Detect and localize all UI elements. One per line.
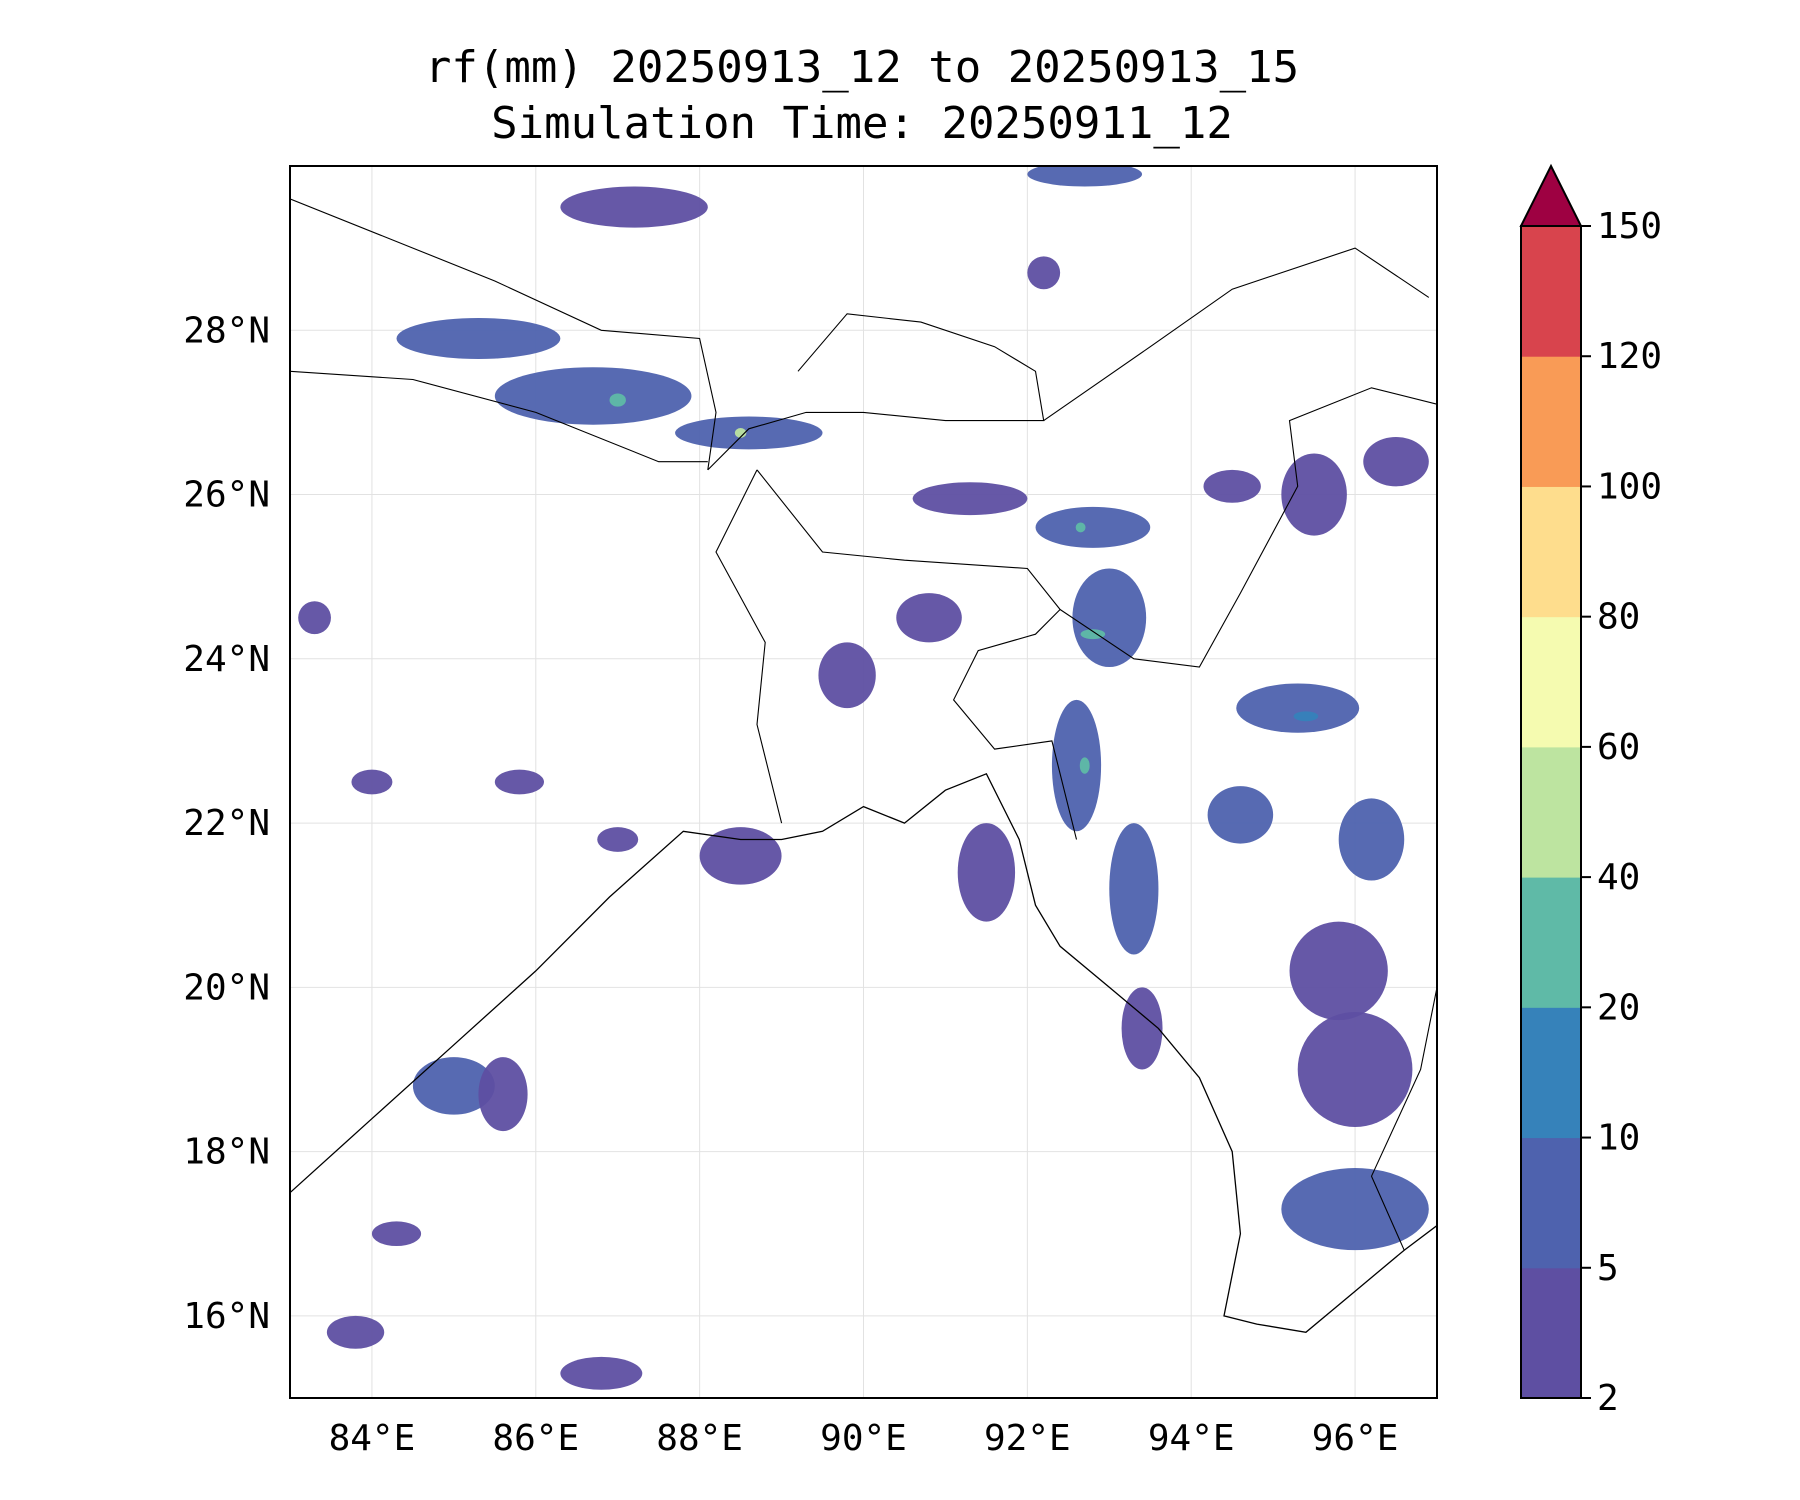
lon-tick-label-5: 94°E — [1148, 1418, 1235, 1459]
rain-cell-18 — [1207, 786, 1274, 844]
rain-cell-25 — [412, 1057, 495, 1115]
colorbar-segment-3 — [1521, 877, 1581, 1008]
map-panel: 84°E 86°E 88°E 90°E 92°E 94°E 96°E 16°N 18°N 20°… — [183, 165, 1438, 1459]
colorbar: 2 5 10 20 40 60 80 100 120 150 — [1519, 163, 1662, 1419]
lon-tick-label-2: 88°E — [656, 1418, 743, 1459]
rain-cell-24 — [1363, 437, 1429, 487]
colorbar-tick-label-3: 20 — [1597, 987, 1640, 1028]
rain-cell-12 — [1080, 629, 1106, 640]
rain-cell-23 — [1281, 453, 1347, 536]
boundary-lines — [290, 198, 1437, 1333]
country-border-3 — [756, 469, 1078, 840]
colorbar-tick-label-7: 100 — [1597, 466, 1662, 507]
colorbar-tick-label-8: 120 — [1597, 336, 1662, 377]
rain-cell-16 — [1236, 683, 1360, 733]
rain-cell-2 — [609, 393, 626, 407]
rain-cell-14 — [1079, 757, 1090, 774]
colorbar-tick-label-1: 5 — [1597, 1248, 1619, 1289]
rain-cell-39 — [371, 1221, 422, 1247]
title-line-2: Simulation Time: 20250911_12 — [491, 98, 1233, 149]
lat-tick-label-3: 22°N — [183, 803, 270, 844]
rain-cell-26 — [478, 1057, 528, 1132]
latitude-axis: 16°N 18°N 20°N 22°N 24°N 26°N 28°N — [183, 310, 270, 1337]
rain-cell-13 — [1051, 699, 1102, 832]
colorbar-segment-2 — [1521, 1007, 1581, 1139]
rain-cell-20 — [1289, 921, 1388, 1021]
rain-cell-17 — [1293, 711, 1319, 722]
map-frame — [289, 165, 1438, 1399]
lon-tick-label-1: 86°E — [492, 1418, 579, 1459]
colorbar-segment-6 — [1521, 486, 1581, 618]
rain-cell-19 — [1338, 798, 1405, 881]
rain-cell-30 — [1121, 987, 1163, 1070]
rain-cell-11 — [1072, 568, 1147, 668]
rain-cell-8 — [912, 482, 1028, 516]
rain-cell-5 — [560, 186, 708, 228]
rain-cell-38 — [597, 827, 639, 852]
rain-cell-34 — [298, 601, 331, 635]
rain-cell-32 — [818, 642, 876, 709]
lon-tick-label-0: 84°E — [329, 1418, 416, 1459]
colorbar-segment-1 — [1521, 1137, 1581, 1269]
colorbar-tick-label-9: 150 — [1597, 206, 1662, 247]
rain-cell-37 — [326, 1315, 385, 1349]
rain-cell-15 — [1109, 823, 1159, 955]
colorbar-segment-0 — [1521, 1267, 1581, 1399]
colorbar-tick-label-2: 10 — [1597, 1118, 1640, 1159]
rain-cell-0 — [396, 317, 561, 360]
rain-cell-7 — [1027, 256, 1061, 290]
rain-cell-29 — [957, 823, 1016, 922]
rain-cell-36 — [494, 769, 544, 795]
lat-tick-label-1: 18°N — [183, 1132, 270, 1173]
colorbar-segment-8 — [1521, 226, 1581, 357]
rain-cell-6 — [1027, 166, 1143, 187]
rain-cell-9 — [1035, 506, 1151, 548]
rainfall-field — [298, 166, 1429, 1390]
rain-cell-3 — [675, 416, 823, 450]
country-border-4 — [715, 469, 783, 824]
longitude-axis: 84°E 86°E 88°E 90°E 92°E 94°E 96°E — [329, 1418, 1399, 1459]
lon-tick-label-4: 92°E — [984, 1418, 1071, 1459]
colorbar-tick-label-6: 80 — [1597, 597, 1640, 638]
lat-tick-label-0: 16°N — [183, 1296, 270, 1337]
country-border-6 — [1043, 247, 1430, 422]
colorbar-extend-arrow — [1519, 163, 1583, 227]
lon-tick-label-6: 96°E — [1312, 1418, 1399, 1459]
rain-cell-4 — [734, 428, 747, 438]
colorbar-tick-label-0: 2 — [1597, 1378, 1619, 1419]
colorbar-segment-4 — [1521, 746, 1581, 878]
lat-tick-label-5: 26°N — [183, 475, 270, 516]
colorbar-segment-5 — [1521, 616, 1581, 748]
rain-cell-33 — [896, 593, 962, 643]
rain-cell-35 — [351, 769, 393, 795]
colorbar-tick-label-5: 60 — [1597, 727, 1640, 768]
rain-cell-21 — [1297, 1011, 1413, 1127]
country-border-1 — [290, 370, 708, 463]
colorbar-frame — [1520, 225, 1582, 1399]
lon-tick-label-3: 90°E — [820, 1418, 907, 1459]
coastline — [290, 772, 1437, 1333]
lat-tick-label-2: 20°N — [183, 967, 270, 1008]
title-line-1: rf(mm) 20250913_12 to 20250913_15 — [425, 42, 1299, 93]
lat-tick-label-4: 24°N — [183, 639, 270, 680]
rain-cell-31 — [1203, 469, 1261, 503]
colorbar-tick-label-4: 40 — [1597, 857, 1640, 898]
rain-cell-28 — [699, 827, 782, 885]
country-border-7 — [1370, 987, 1437, 1251]
rain-cell-10 — [1075, 522, 1086, 533]
country-border-5 — [1059, 387, 1437, 668]
rain-cell-22 — [1281, 1168, 1429, 1251]
rain-cell-1 — [494, 367, 692, 425]
colorbar-segment-7 — [1521, 356, 1581, 487]
rain-cell-27 — [560, 1356, 643, 1390]
lat-tick-label-6: 28°N — [183, 310, 270, 351]
country-border-0 — [290, 198, 717, 470]
